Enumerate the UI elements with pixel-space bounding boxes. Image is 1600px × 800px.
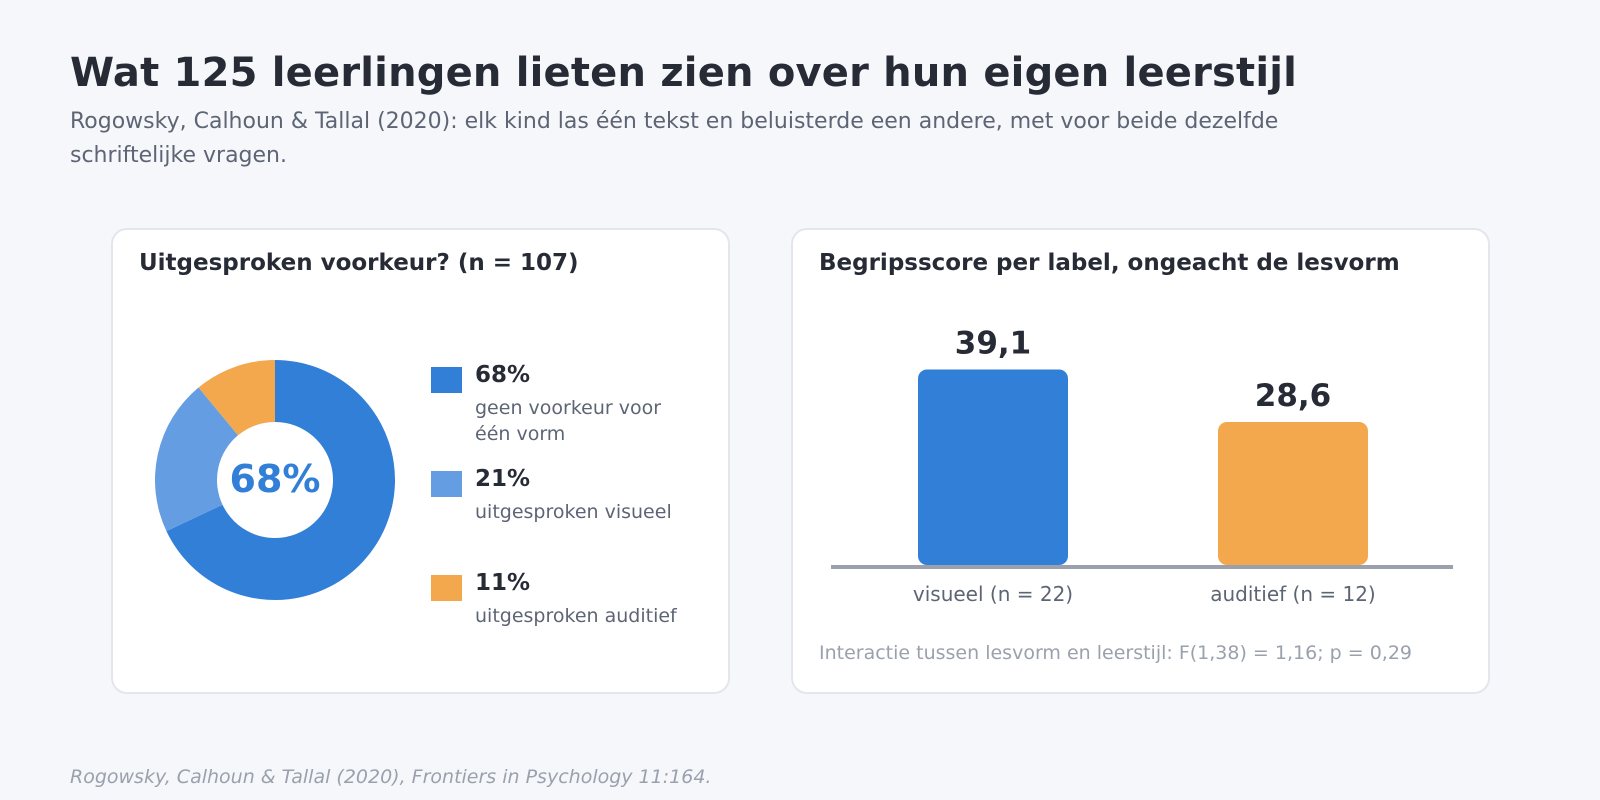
bar-0 [918, 369, 1068, 565]
donut-slice-0 [166, 360, 395, 600]
source-citation: Rogowsky, Calhoun & Tallal (2020), Front… [70, 766, 712, 788]
legend-swatch [431, 575, 462, 601]
preference-card: Uitgesproken voorkeur? (n = 107) 68% 68%… [111, 228, 730, 694]
interaction-note: Interactie tussen lesvorm en leerstijl: … [819, 642, 1412, 664]
donut-center-label: 68% [230, 457, 321, 501]
donut-chart-title: Uitgesproken voorkeur? (n = 107) [139, 250, 579, 276]
legend-label: geen voorkeur voor één vorm [475, 397, 662, 445]
legend-label: uitgesproken auditief [475, 605, 677, 627]
page-title: Wat 125 leerlingen lieten zien over hun … [70, 50, 1298, 96]
legend-swatch [431, 367, 462, 393]
legend-value: 11% [475, 570, 531, 596]
legend-swatch [431, 471, 462, 497]
legend-value: 21% [475, 466, 531, 492]
bar-1 [1218, 422, 1368, 565]
x-tick-label: visueel (n = 22) [913, 582, 1073, 606]
legend-label: uitgesproken visueel [475, 501, 672, 523]
bar-chart: 39,1 visueel (n = 22) 28,6 auditief (n = 12… [831, 326, 1453, 606]
page-subtitle: Rogowsky, Calhoun & Tallal (2020): elk k… [70, 109, 1279, 168]
bar-value-label: 39,1 [955, 326, 1032, 362]
x-tick-label: auditief (n = 12) [1210, 582, 1376, 606]
donut-slice-2 [198, 360, 275, 436]
bar-value-label: 28,6 [1255, 378, 1332, 414]
bar-chart-title: Begripsscore per label, ongeacht de lesv… [819, 250, 1400, 276]
score-card: Begripsscore per label, ongeacht de lesv… [791, 228, 1490, 694]
legend-value: 68% [475, 362, 531, 388]
donut-slice-1 [154, 387, 239, 532]
donut-chart: 68% [154, 360, 395, 600]
